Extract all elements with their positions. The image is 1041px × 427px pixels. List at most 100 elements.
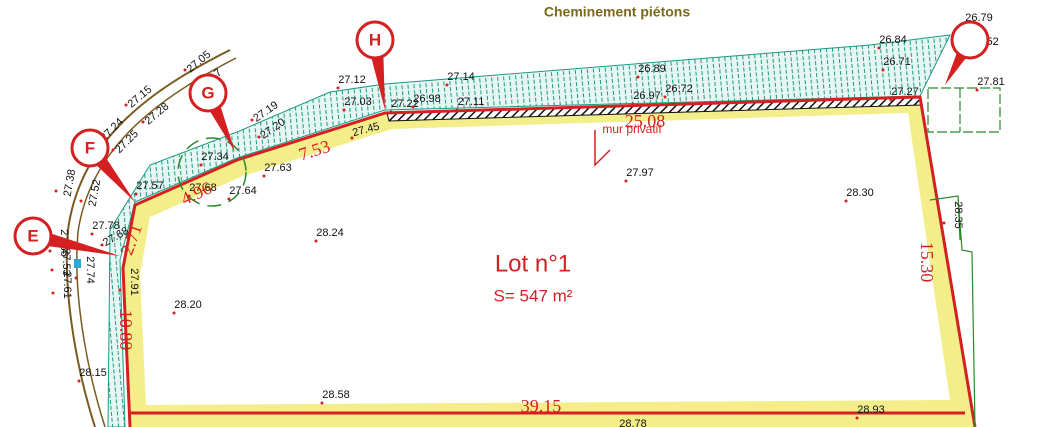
point [50,268,54,272]
point [111,148,115,152]
point [844,199,848,203]
point [187,194,191,198]
elevation: 27.78 [92,220,120,232]
footpath [107,34,951,427]
point [250,118,254,122]
point [51,291,55,295]
elevation: 27.81 [977,76,1005,88]
elevation: 27.28 [143,100,172,127]
point [118,288,122,292]
elevation: 28.15 [79,367,107,379]
point [77,379,81,383]
title: Cheminement piétons [544,4,690,20]
lot-name: Lot n°1 [495,250,571,277]
elevation: 27.68 [189,182,217,194]
point [134,192,138,196]
point [79,199,83,203]
elevation: 27.52 [87,178,104,207]
elevation: 26.71 [883,56,911,68]
point [663,95,667,99]
elevation: 26.89 [638,63,666,75]
point [320,401,324,405]
tree [177,137,247,207]
marker-label: F [85,138,95,157]
point [631,102,635,106]
elevation: 27.91 [128,268,140,296]
point [199,163,203,167]
point [445,83,449,87]
point [389,110,393,114]
marker-pointer [31,228,120,256]
elevation: 27.03 [344,96,372,108]
elevation: 27.12 [338,74,366,86]
elevation: 26.84 [879,34,907,46]
building [929,195,976,427]
marker-circle [355,20,395,60]
point [975,88,979,92]
point [455,108,459,112]
elevation: 28.35 [952,201,964,229]
wall-leader [594,130,611,167]
road-edge [76,57,237,427]
point [54,189,58,193]
elevation: 27.64 [229,185,257,197]
point [314,239,318,243]
point [342,108,346,112]
point [336,86,340,90]
lot-area: S= 547 m² [494,286,573,305]
point [942,221,946,225]
point [90,232,94,236]
marker-circle [70,128,110,168]
elevation: 27.61 [61,271,73,299]
marker-circle [188,73,228,113]
elevation: 27.57 [136,180,164,192]
dimension: 25.08 [625,111,666,131]
elevation: 27.97 [626,167,654,179]
point [855,416,859,420]
point [881,68,885,72]
point [262,174,266,178]
elevation: 27.27 [891,86,919,98]
marker-circle [13,216,53,256]
marker-label: E [27,226,38,245]
elevation: 27.34 [201,151,229,163]
elevation: 26.98 [413,93,441,105]
point [636,75,640,79]
point [141,120,145,124]
point [889,98,893,102]
lot-boundary [121,95,977,427]
elevation: 27.38 [62,168,79,197]
point [624,179,628,183]
building [927,87,1001,133]
elevation: 27.74 [84,256,96,284]
elevation: 28.93 [857,404,885,416]
elevation: 28.24 [316,227,344,239]
elevation: 26.97 [633,90,661,102]
elevation: 27.11 [458,96,485,108]
dimension: 15.30 [917,242,937,283]
dimension: 39.15 [521,396,562,416]
point [350,136,354,140]
elevation: 28.30 [846,187,874,199]
elevation: 27.14 [447,71,475,83]
survey-point [74,259,81,268]
point [183,68,187,72]
point [100,243,104,247]
point [877,46,881,50]
wall-label: mur privatif [602,122,662,136]
marker-label: G [201,83,214,102]
marker-label: H [369,30,381,49]
point [257,135,261,139]
elevation: 28.20 [174,299,202,311]
elevation: 27.63 [264,162,292,174]
road-edge [65,49,231,427]
elevation: 28.78 [619,418,647,427]
point [74,276,78,280]
elevation: 26.72 [665,83,693,95]
elevation: 27.53 [60,248,72,276]
point [172,311,176,315]
marker-circle [950,20,990,60]
elevation: 28.58 [322,389,350,401]
dimension: 10.80 [116,310,136,351]
